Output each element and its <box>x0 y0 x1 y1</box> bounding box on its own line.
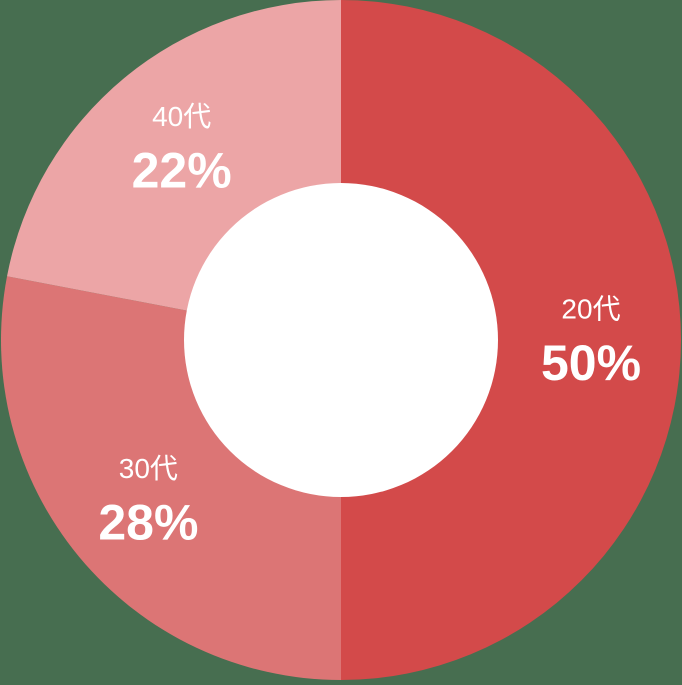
slice-label-0: 20代 <box>561 294 620 325</box>
slice-label-2: 40代 <box>152 101 211 132</box>
slice-label-1: 30代 <box>119 453 178 484</box>
donut-hole <box>184 183 498 497</box>
slice-value-2: 22% <box>132 142 232 198</box>
slice-value-1: 28% <box>98 494 198 550</box>
donut-slice-0 <box>341 0 681 680</box>
slice-value-0: 50% <box>541 335 641 391</box>
